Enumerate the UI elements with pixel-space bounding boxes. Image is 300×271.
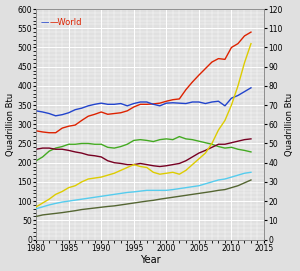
Y-axis label: Quadrillion Btu: Quadrillion Btu (6, 93, 15, 156)
Text: —World: —World (50, 18, 82, 27)
Y-axis label: Quadrillion Btu: Quadrillion Btu (285, 93, 294, 156)
Text: —: — (41, 18, 49, 27)
X-axis label: Year: Year (140, 256, 160, 265)
